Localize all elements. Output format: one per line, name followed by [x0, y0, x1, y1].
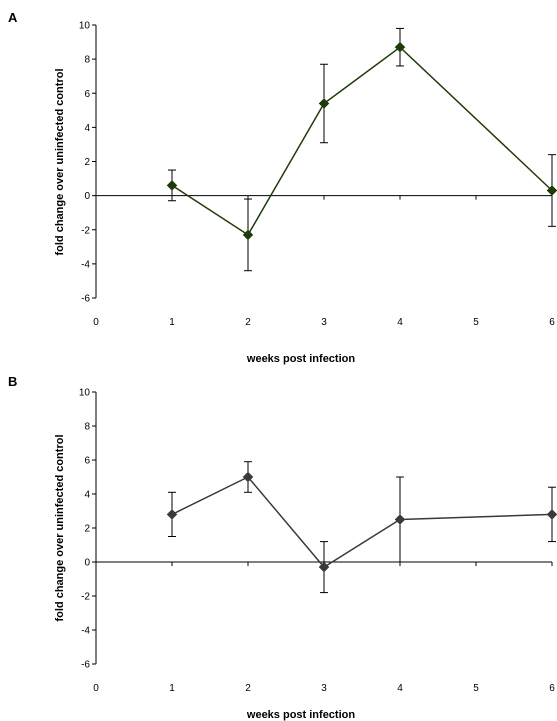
panel-a-x-tick-label: 0: [93, 317, 99, 328]
panel-a-data-point: [242, 229, 254, 241]
panel-a-y-axis-title: fold change over uninfected control: [54, 68, 66, 255]
panel-a-y-tick-label: -2: [81, 225, 90, 236]
panel-a-y-tick-label: 10: [79, 21, 91, 32]
panel-b-label: B: [8, 374, 17, 389]
panel-a-x-tick-label: 5: [473, 317, 479, 328]
panel-a-y-tick-label: 6: [84, 89, 90, 100]
panel-a-data-point: [166, 180, 178, 191]
panel-b-x-tick-label: 6: [549, 683, 555, 694]
panel-a-data-point: [318, 98, 330, 109]
panel-b-y-tick-label: -6: [81, 660, 90, 671]
panel-b-x-tick-label: 1: [169, 683, 175, 694]
panel-a: A fold change over uninfected control we…: [8, 10, 557, 365]
panel-b-y-tick-label: 6: [84, 456, 90, 467]
panel-b-x-tick-label: 2: [245, 683, 251, 694]
panel-b-y-tick-label: 2: [84, 524, 90, 535]
panel-b-x-tick-label: 0: [93, 683, 99, 694]
panel-a-x-axis-title: weeks post infection: [246, 353, 355, 365]
panel-a-x-tick-label: 6: [549, 317, 555, 328]
panel-b-x-axis-title: weeks post infection: [246, 709, 355, 721]
panel-b: B fold change over uninfected control we…: [8, 374, 557, 721]
panel-a-y-tick-label: 2: [84, 157, 90, 168]
panel-b-data-point: [242, 471, 254, 483]
panel-b-y-tick-label: 8: [84, 422, 90, 433]
panel-a-data-point: [394, 41, 406, 53]
panel-a-y-tick-label: 0: [84, 191, 90, 202]
panel-b-series-line: [171, 476, 553, 569]
panel-b-y-tick-label: -4: [81, 626, 90, 637]
panel-b-data-point: [318, 561, 330, 573]
panel-b-y-tick-label: 10: [79, 388, 91, 399]
panel-a-y-tick-label: -4: [81, 259, 90, 270]
panel-b-x-tick-label: 3: [321, 683, 327, 694]
panel-b-x-tick-label: 5: [473, 683, 479, 694]
panel-b-x-tick-label: 4: [397, 683, 403, 694]
panel-a-series-line: [171, 46, 553, 236]
panel-b-y-tick-label: -2: [81, 592, 90, 603]
panel-a-x-tick-label: 4: [397, 317, 403, 328]
panel-a-x-tick-label: 3: [321, 317, 327, 328]
panel-b-y-tick-label: 0: [84, 558, 90, 569]
panel-a-y-tick-label: 4: [84, 123, 90, 134]
panel-b-data-point: [166, 509, 178, 520]
panel-a-y-tick-label: 8: [84, 55, 90, 66]
panel-a-label: A: [8, 10, 18, 25]
panel-a-y-tick-label: -6: [81, 294, 90, 305]
panel-b-y-tick-label: 4: [84, 490, 90, 501]
panel-b-y-axis-title: fold change over uninfected control: [54, 434, 66, 621]
panel-b-data-point: [394, 514, 406, 525]
panel-a-x-tick-label: 2: [245, 317, 251, 328]
panel-b-data-point: [546, 509, 557, 520]
panel-a-x-tick-label: 1: [169, 317, 175, 328]
panel-a-data-point: [546, 185, 557, 196]
